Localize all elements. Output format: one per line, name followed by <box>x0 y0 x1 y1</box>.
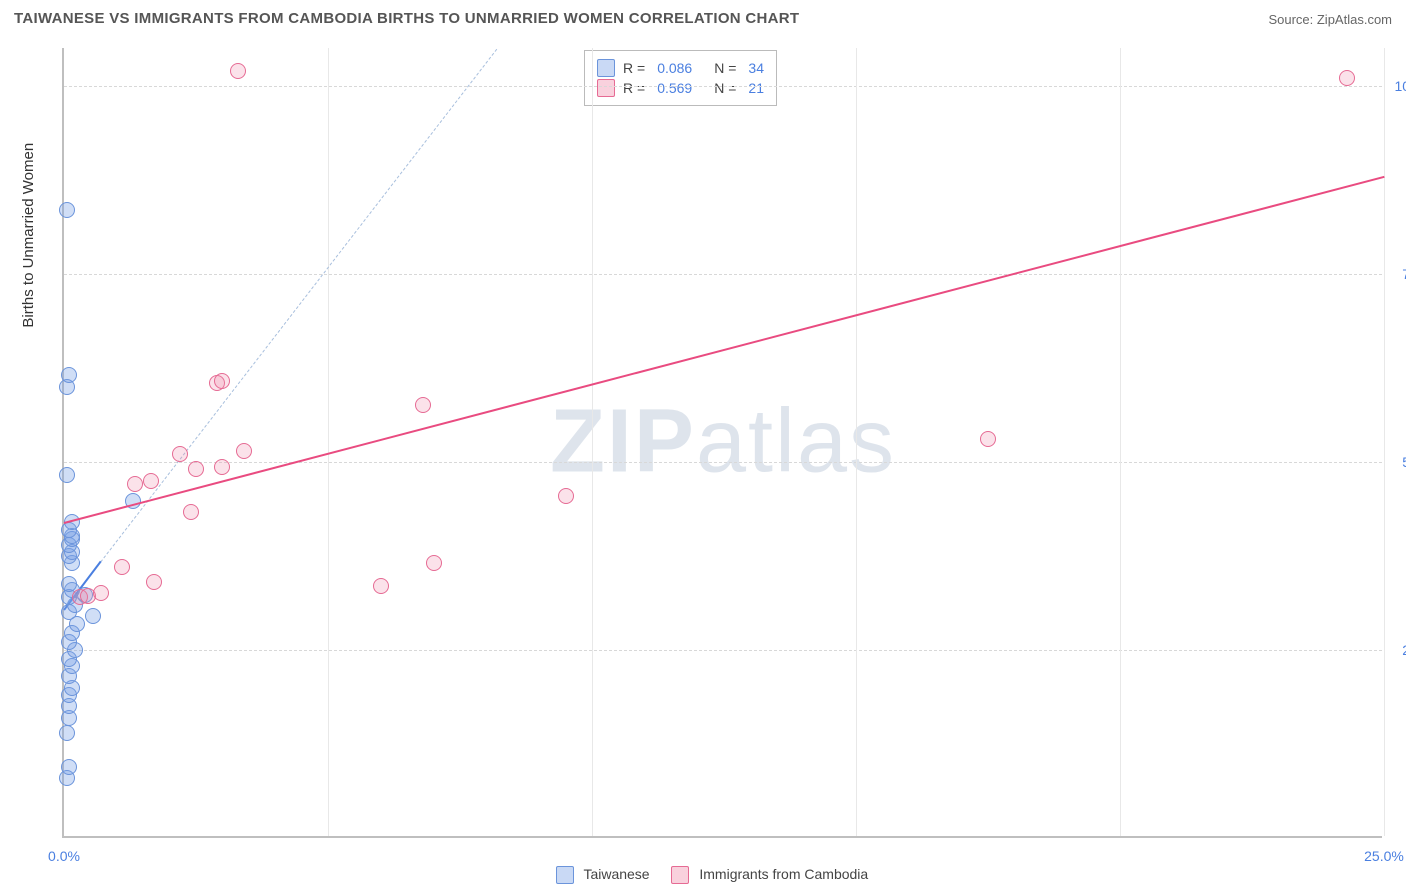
gridline-h <box>64 86 1382 87</box>
legend-row: R = 0.569 N = 21 <box>597 79 764 97</box>
y-axis-label: Births to Unmarried Women <box>20 143 37 328</box>
chart-title: TAIWANESE VS IMMIGRANTS FROM CAMBODIA BI… <box>14 10 799 27</box>
r-value: 0.086 <box>657 60 692 76</box>
trend-line <box>64 176 1384 524</box>
watermark: ZIPatlas <box>550 391 896 494</box>
data-point <box>59 725 75 741</box>
data-point <box>59 202 75 218</box>
data-point <box>214 459 230 475</box>
data-point <box>415 397 431 413</box>
data-point <box>230 63 246 79</box>
y-tick-label: 25.0% <box>1387 642 1406 658</box>
n-value: 21 <box>748 80 764 96</box>
plot-area: ZIPatlas R = 0.086 N = 34 R = 0.569 N = … <box>62 48 1382 838</box>
legend-row: R = 0.086 N = 34 <box>597 59 764 77</box>
gridline-v <box>328 48 329 836</box>
swatch-pink-icon <box>597 79 615 97</box>
swatch-blue-icon <box>556 866 574 884</box>
r-label: R = <box>623 80 645 96</box>
data-point <box>183 504 199 520</box>
x-tick-label: 25.0% <box>1364 848 1404 864</box>
y-tick-label: 100.0% <box>1387 78 1406 94</box>
data-point <box>426 555 442 571</box>
swatch-pink-icon <box>671 866 689 884</box>
data-point <box>1339 70 1355 86</box>
gridline-h <box>64 650 1382 651</box>
data-point <box>114 559 130 575</box>
data-point <box>61 367 77 383</box>
data-point <box>980 431 996 447</box>
data-point <box>127 476 143 492</box>
swatch-blue-icon <box>597 59 615 77</box>
gridline-v <box>1120 48 1121 836</box>
gridline-v <box>856 48 857 836</box>
r-value: 0.569 <box>657 80 692 96</box>
gridline-v <box>592 48 593 836</box>
n-label: N = <box>714 80 736 96</box>
n-value: 34 <box>748 60 764 76</box>
x-tick-label: 0.0% <box>48 848 80 864</box>
data-point <box>188 461 204 477</box>
series-label: Taiwanese <box>583 866 649 882</box>
data-point <box>61 759 77 775</box>
data-point <box>93 585 109 601</box>
data-point <box>373 578 389 594</box>
data-point <box>558 488 574 504</box>
gridline-h <box>64 274 1382 275</box>
gridline-v <box>1384 48 1385 836</box>
trend-line <box>64 48 498 609</box>
data-point <box>172 446 188 462</box>
data-point <box>61 576 77 592</box>
data-point <box>85 608 101 624</box>
data-point <box>146 574 162 590</box>
source-label: Source: ZipAtlas.com <box>1268 12 1392 27</box>
series-label: Immigrants from Cambodia <box>699 866 868 882</box>
series-legend: Taiwanese Immigrants from Cambodia <box>0 866 1406 884</box>
gridline-h <box>64 462 1382 463</box>
data-point <box>143 473 159 489</box>
y-tick-label: 75.0% <box>1387 266 1406 282</box>
data-point <box>236 443 252 459</box>
y-tick-label: 50.0% <box>1387 454 1406 470</box>
data-point <box>214 373 230 389</box>
r-label: R = <box>623 60 645 76</box>
data-point <box>59 467 75 483</box>
n-label: N = <box>714 60 736 76</box>
correlation-legend: R = 0.086 N = 34 R = 0.569 N = 21 <box>584 50 777 106</box>
